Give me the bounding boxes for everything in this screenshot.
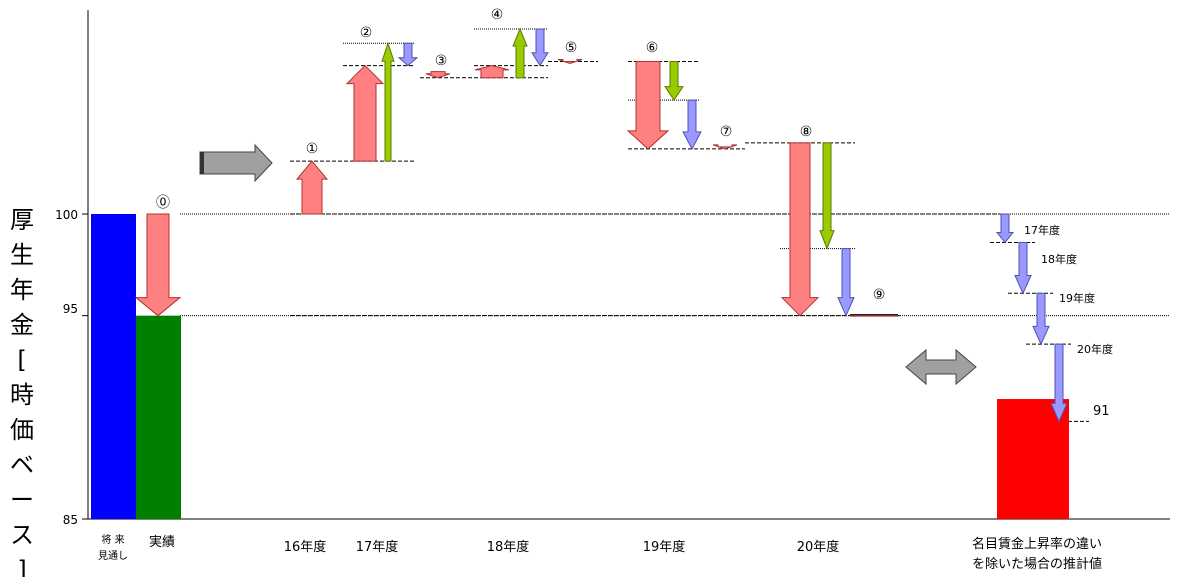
- y-tick-95: 95: [63, 302, 78, 316]
- y-axis-label-char: 金: [10, 311, 34, 339]
- start-bar-label-2: 見通し: [98, 550, 128, 562]
- step-arrow-purple: [682, 99, 702, 151]
- marker-8: ⑧: [800, 124, 813, 140]
- step-arrow-green: [664, 61, 684, 102]
- y-axis-label-char: 価: [10, 416, 34, 444]
- y-tick-85: 85: [63, 513, 78, 527]
- step-arrow-green: [512, 27, 528, 79]
- nw-step-19: 19年度: [1059, 291, 1095, 305]
- y-axis-label-char: 生: [10, 241, 34, 269]
- group-label-16: 16年度: [284, 539, 327, 555]
- step-arrow-green: [381, 41, 395, 162]
- gray-double-arrow: [905, 348, 977, 386]
- step-arrow-green: [819, 142, 835, 250]
- marker-7: ⑦: [720, 124, 733, 140]
- y-axis-label-char: ベ: [10, 451, 34, 479]
- step-arrow-pink: [474, 65, 510, 79]
- group-label-17: 17年度: [356, 539, 399, 555]
- actual-bar: [136, 315, 181, 519]
- group-label-18: 18年度: [487, 539, 530, 555]
- step-arrow-pink: [780, 142, 820, 317]
- nw-step-20: 20年度: [1077, 342, 1113, 356]
- step-arrow-pink: [345, 64, 385, 162]
- y-axis-label-char: 年: [10, 276, 34, 304]
- y-axis-label-char: ー: [10, 486, 34, 514]
- start-bar: [91, 214, 136, 519]
- y-axis-label-char: ス: [10, 521, 34, 549]
- marker-1: ①: [306, 141, 319, 157]
- gray-right-arrow-tail: [200, 152, 204, 174]
- nominal-wage-arrow: [1050, 343, 1068, 423]
- marker-6: ⑥: [646, 40, 659, 56]
- group-label-19: 19年度: [643, 539, 686, 555]
- start-bar-label-1: 将 来: [101, 534, 124, 546]
- axes: [82, 10, 1170, 520]
- step-arrow-pink: [425, 71, 451, 79]
- nominal-wage-arrow: [995, 213, 1015, 244]
- step-arrow-pink: [626, 61, 670, 150]
- actual-bar-label: 実績: [149, 534, 175, 550]
- result-bar: [997, 399, 1069, 519]
- arrows: [134, 27, 1068, 423]
- marker-3: ③: [435, 53, 448, 69]
- step-arrow-purple: [397, 42, 419, 67]
- nw-step-18: 18年度: [1041, 252, 1077, 266]
- step-arrow-pink: [557, 59, 583, 65]
- nominal-wage-title-1: 名目賃金上昇率の違い: [972, 536, 1102, 552]
- marker-5: ⑤: [565, 40, 578, 56]
- bars: [91, 214, 1069, 519]
- nominal-wage-title-2: を除いた場合の推計値: [972, 556, 1102, 572]
- result-value-label: 91: [1093, 404, 1110, 419]
- marker-4: ④: [491, 7, 504, 23]
- step-arrow-pink: [295, 160, 329, 215]
- marker-2: ②: [360, 25, 373, 41]
- y-axis-label-char: [: [17, 346, 26, 374]
- y-axis-label-char: 時: [10, 381, 34, 409]
- y-tick-100: 100: [55, 208, 78, 222]
- step-arrow-pink: [134, 213, 182, 317]
- group-label-20: 20年度: [797, 539, 840, 555]
- nominal-wage-arrow: [1032, 292, 1050, 346]
- y-axis-label-char: 厚: [10, 206, 34, 234]
- marker-0: ⓪: [156, 195, 170, 211]
- y-axis-label-char: ]: [17, 556, 26, 577]
- nw-step-17: 17年度: [1024, 223, 1060, 237]
- step-arrow-pink: [712, 144, 738, 150]
- nominal-wage-arrow: [1014, 241, 1032, 295]
- marker-9: ⑨: [873, 287, 886, 303]
- gray-right-arrow: [199, 143, 273, 183]
- step-arrow-purple: [837, 248, 855, 317]
- step-arrow-purple: [531, 28, 549, 67]
